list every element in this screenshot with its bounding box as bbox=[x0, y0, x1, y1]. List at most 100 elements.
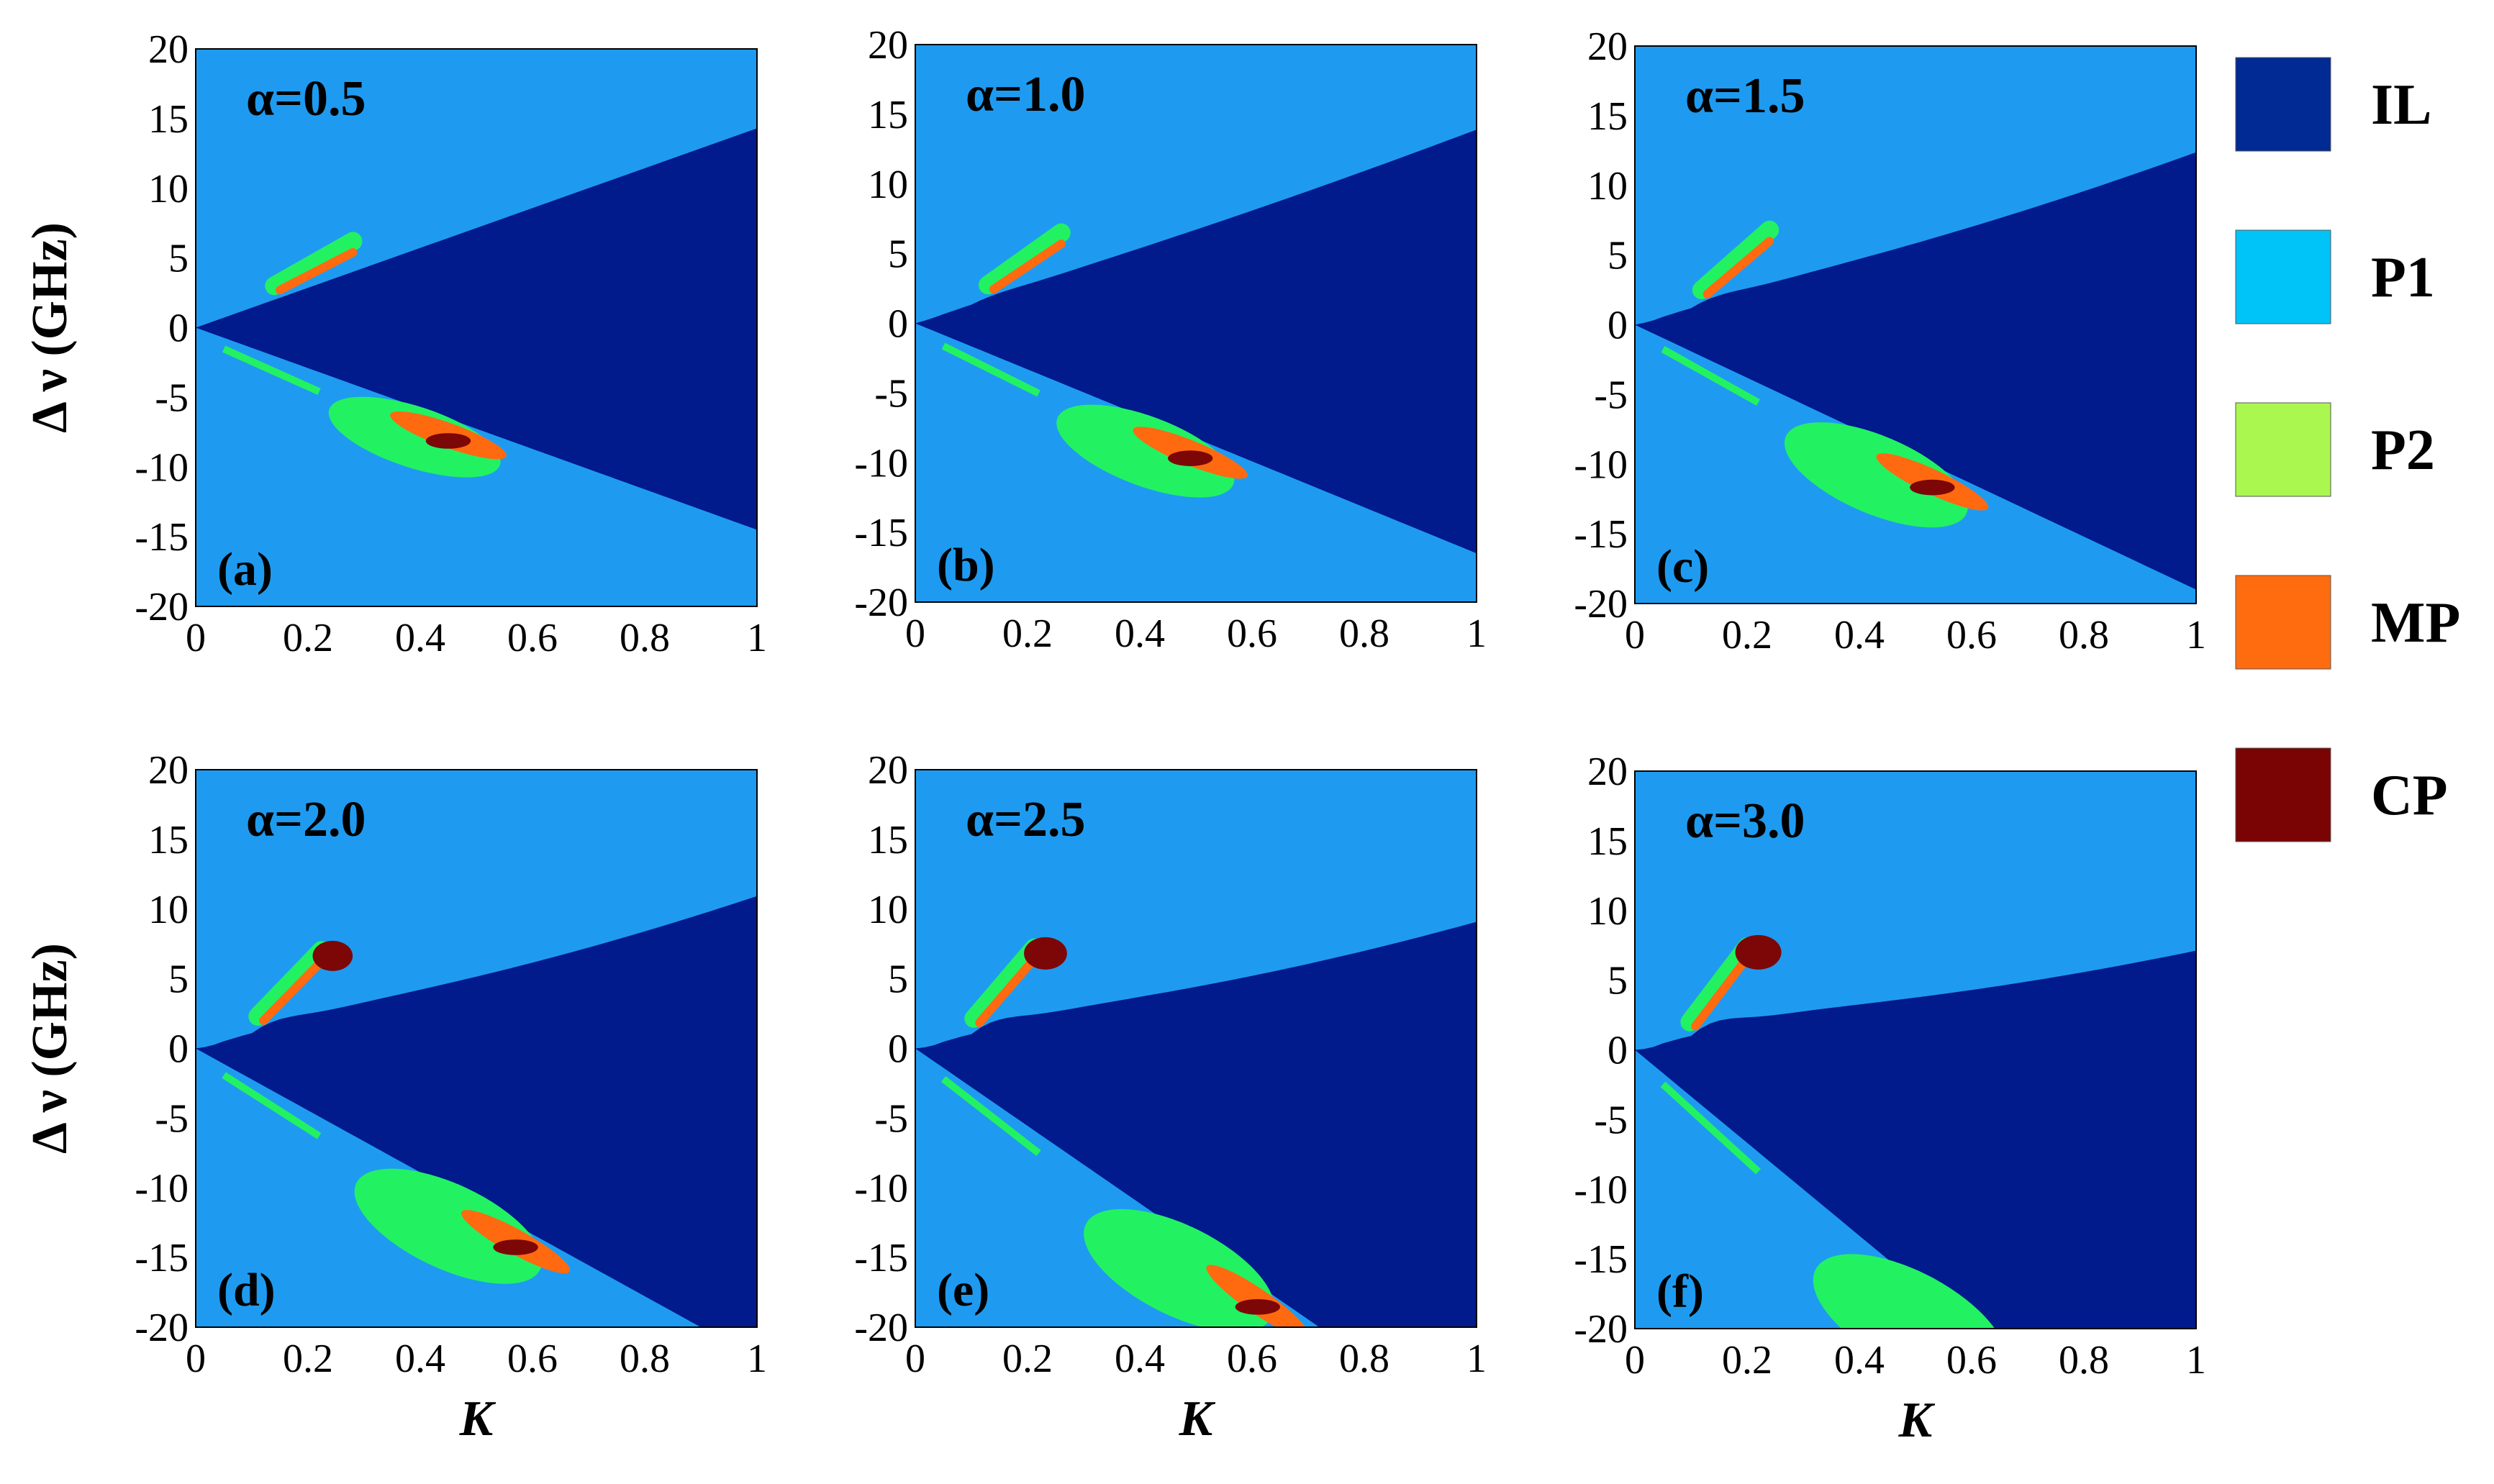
panel-label: (c) bbox=[1656, 540, 1709, 593]
y-tick-label: 5 bbox=[1608, 959, 1628, 1003]
y-tick-label: -5 bbox=[1594, 373, 1628, 417]
heatmap-panel-b: 0 0.2 0.4 0.6 0.8 1 20 15 10 5 0 -5 -10 -15 -20 α=1.0 (b… bbox=[854, 23, 1487, 656]
y-tick-label: 20 bbox=[868, 748, 908, 793]
y-tick-label: 10 bbox=[148, 167, 189, 211]
y-tick-label: -20 bbox=[1574, 1307, 1628, 1352]
x-tick-label: 0.6 bbox=[507, 1337, 558, 1381]
mp-hook-region bbox=[259, 957, 326, 1025]
y-tick-label: -5 bbox=[155, 1096, 189, 1141]
y-tick-label: 0 bbox=[888, 1027, 908, 1072]
y-tick-label: 10 bbox=[1587, 889, 1628, 934]
y-tick-label: -15 bbox=[854, 511, 908, 555]
x-tick-label: 0.4 bbox=[395, 616, 445, 660]
legend-item-cp: CP bbox=[2235, 747, 2448, 842]
x-tick-label: 0.8 bbox=[1339, 1337, 1389, 1381]
x-tick-label: 1 bbox=[2186, 613, 2206, 657]
heatmap-panel-d: 0 0.2 0.4 0.6 0.8 1 20 15 10 5 0 -5 -10 -15 -20 α=2.0 (d… bbox=[22, 748, 767, 1447]
cp-hook-region bbox=[1735, 934, 1782, 970]
x-tick-label: 0.4 bbox=[1115, 1337, 1165, 1381]
legend-swatch bbox=[2235, 747, 2331, 842]
x-tick-label: 0 bbox=[186, 616, 206, 660]
y-tick-label: 20 bbox=[148, 748, 189, 793]
legend-label: IL bbox=[2371, 73, 2432, 137]
p2-hook-region bbox=[964, 938, 1044, 1028]
y-tick-label: -20 bbox=[854, 1306, 908, 1350]
axes-frame bbox=[1634, 45, 2197, 604]
axes-frame bbox=[915, 44, 1477, 603]
legend-swatch bbox=[2235, 229, 2331, 324]
mp-hook-region bbox=[1691, 953, 1751, 1031]
x-axis-title: K bbox=[1898, 1393, 1936, 1448]
y-tick-label: 5 bbox=[888, 232, 908, 277]
x-tick-label: 0 bbox=[1625, 613, 1645, 657]
x-tick-label: 1 bbox=[2186, 1338, 2206, 1383]
p2-lower-region bbox=[1813, 1254, 2007, 1329]
y-tick-label: 20 bbox=[1587, 750, 1628, 794]
y-tick-label: 15 bbox=[148, 818, 189, 862]
il-region bbox=[196, 896, 757, 1327]
axes-frame bbox=[195, 48, 758, 607]
x-tick-label: 0.2 bbox=[1722, 1338, 1772, 1383]
p2-sliver bbox=[940, 1075, 1041, 1156]
cp-hook-region bbox=[312, 940, 353, 971]
x-axis-title: K bbox=[459, 1391, 496, 1447]
alpha-annotation: α=2.0 bbox=[246, 792, 366, 847]
x-tick-label: 0.6 bbox=[1227, 1337, 1277, 1381]
il-region bbox=[915, 129, 1477, 602]
alpha-annotation: α=3.0 bbox=[1685, 793, 1805, 849]
x-tick-label: 0.6 bbox=[1227, 611, 1277, 656]
p2-hook-region bbox=[1692, 220, 1779, 300]
p2-sliver bbox=[1661, 346, 1761, 406]
il-region bbox=[915, 921, 1477, 1327]
y-tick-label: 15 bbox=[868, 93, 908, 137]
legend-item-il: IL bbox=[2235, 57, 2432, 152]
y-tick-label: 5 bbox=[1608, 234, 1628, 278]
y-tick-label: -20 bbox=[1574, 582, 1628, 627]
x-tick-label: 0.4 bbox=[395, 1337, 445, 1381]
x-tick-label: 0.4 bbox=[1115, 611, 1165, 656]
p2-lower-region bbox=[1784, 422, 1968, 528]
y-tick-label: 20 bbox=[868, 23, 908, 68]
legend-item-mp: MP bbox=[2235, 575, 2460, 670]
y-tick-label: 15 bbox=[1587, 819, 1628, 864]
heatmap-panel-e: 0 0.2 0.4 0.6 0.8 1 20 15 10 5 0 -5 -10 -15 -20 α=2.5 (e… bbox=[854, 748, 1487, 1447]
legend-item-p2: P2 bbox=[2235, 402, 2435, 497]
x-tick-label: 1 bbox=[747, 1337, 767, 1381]
p2-hook-region bbox=[248, 941, 331, 1026]
p2-sliver bbox=[222, 345, 321, 395]
y-tick-label: 15 bbox=[1587, 94, 1628, 139]
y-tick-label: 15 bbox=[868, 818, 908, 862]
x-tick-label: 0 bbox=[905, 1337, 925, 1381]
alpha-annotation: α=2.5 bbox=[966, 792, 1085, 847]
y-tick-label: -10 bbox=[1574, 442, 1628, 487]
y-axis-title: Δ ν (GHz) bbox=[22, 943, 78, 1154]
x-tick-label: 0.8 bbox=[2059, 1338, 2109, 1383]
p2-hook-region bbox=[979, 223, 1071, 295]
legend-swatch bbox=[2235, 402, 2331, 497]
heatmap-plot-area bbox=[915, 770, 1477, 1327]
p2-sliver bbox=[941, 342, 1040, 397]
x-tick-label: 0.8 bbox=[620, 616, 670, 660]
x-tick-label: 0.6 bbox=[1946, 613, 1997, 657]
mp-hook-region bbox=[989, 240, 1066, 294]
axes-frame bbox=[915, 769, 1477, 1328]
x-tick-label: 0.2 bbox=[1002, 611, 1053, 656]
il-region bbox=[1635, 950, 2196, 1329]
x-tick-label: 1 bbox=[747, 616, 767, 660]
y-tick-label: -10 bbox=[1574, 1167, 1628, 1212]
x-tick-label: 0.6 bbox=[507, 616, 558, 660]
p2-sliver bbox=[1660, 1081, 1761, 1175]
cp-hook-region bbox=[1024, 937, 1067, 970]
alpha-annotation: α=1.5 bbox=[1685, 68, 1805, 124]
x-tick-label: 0.8 bbox=[620, 1337, 670, 1381]
y-tick-label: -20 bbox=[135, 1306, 189, 1350]
alpha-annotation: α=1.0 bbox=[966, 67, 1085, 122]
legend-label: MP bbox=[2371, 591, 2460, 655]
heatmap-plot-area bbox=[1635, 46, 2196, 604]
heatmap-panel-c: 0 0.2 0.4 0.6 0.8 1 20 15 10 5 0 -5 -10 -15 -20 α=1.5 (c… bbox=[1574, 24, 2206, 657]
axes-frame bbox=[195, 769, 758, 1328]
alpha-annotation: α=0.5 bbox=[246, 71, 366, 127]
heatmap-plot-area bbox=[196, 770, 757, 1327]
y-tick-label: 10 bbox=[1587, 164, 1628, 209]
